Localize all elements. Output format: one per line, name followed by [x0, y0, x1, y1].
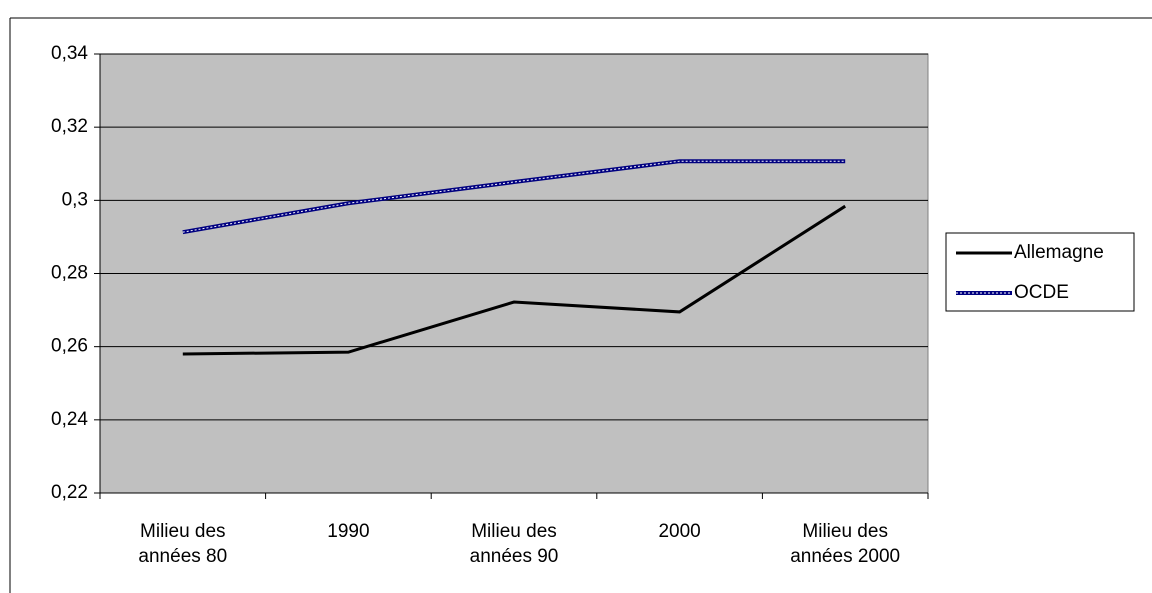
legend-label: Allemagne	[1014, 242, 1104, 263]
y-tick-label: 0,24	[51, 409, 88, 430]
y-tick-label: 0,32	[51, 116, 88, 137]
x-tick-label: Milieu des années 90	[469, 521, 559, 567]
legend-label: OCDE	[1014, 282, 1069, 303]
x-tick-label: 1990	[327, 521, 370, 542]
x-tick-label: Milieu des années 2000	[790, 521, 901, 567]
y-tick-label: 0,28	[51, 263, 88, 284]
series-line-pattern	[182, 160, 846, 233]
y-tick-label: 0,22	[51, 482, 88, 503]
y-tick-label: 0,3	[62, 189, 88, 210]
x-tick-label: 2000	[658, 521, 701, 542]
legend-box	[945, 232, 1135, 312]
x-tick-label: Milieu des années 80	[138, 521, 228, 567]
series-line	[182, 204, 847, 356]
y-tick-label: 0,34	[51, 43, 88, 64]
y-tick-label: 0,26	[51, 336, 88, 357]
